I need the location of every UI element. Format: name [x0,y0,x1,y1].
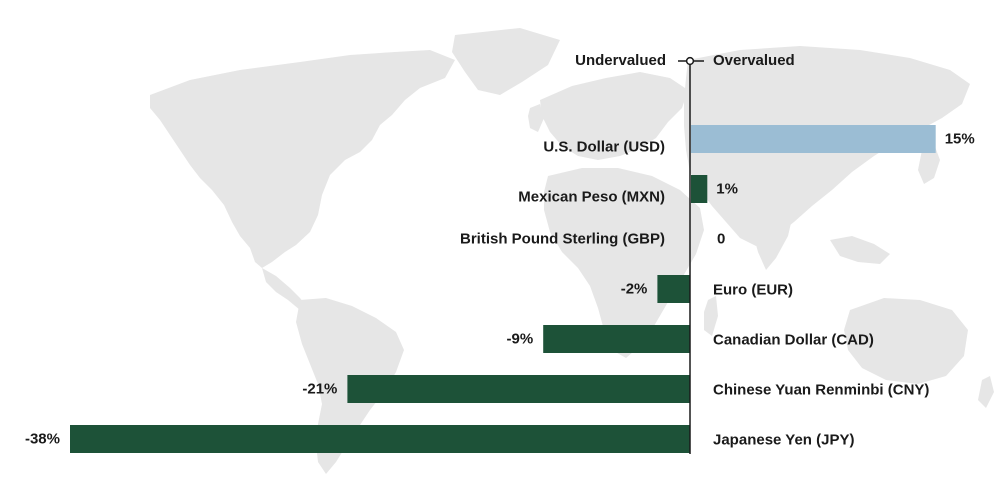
category-label-british-pound-sterling-gbp: British Pound Sterling (GBP) [460,231,665,248]
map-new-zealand [978,376,994,408]
world-map-background [150,28,994,474]
bar-u-s-dollar-usd [691,125,936,153]
bar-euro-eur [657,275,690,303]
map-southeast-asia [830,236,890,264]
category-label-euro-eur: Euro (EUR) [713,282,793,299]
value-label-mexican-peso-mxn: 1% [716,181,738,198]
map-north-america [150,50,455,268]
map-india [750,196,794,270]
value-label-japanese-yen-jpy: -38% [25,431,60,448]
map-uk [528,104,544,132]
value-label-canadian-dollar-cad: -9% [507,331,534,348]
header-marker-dot [685,56,695,66]
header-undervalued: Undervalued [575,52,666,69]
header-overvalued: Overvalued [713,52,795,69]
value-label-chinese-yuan-renminbi-cny: -21% [302,381,337,398]
category-label-mexican-peso-mxn: Mexican Peso (MXN) [518,189,665,206]
map-central-america [262,268,306,310]
value-label-euro-eur: -2% [621,281,648,298]
bar-canadian-dollar-cad [543,325,690,353]
map-madagascar [704,296,718,336]
value-label-u-s-dollar-usd: 15% [945,131,975,148]
bar-mexican-peso-mxn [691,175,708,203]
map-australia [844,298,968,384]
value-label-british-pound-sterling-gbp: 0 [717,231,725,248]
bar-japanese-yen-jpy [70,425,690,453]
value-labels-group: 15% 1% 0 -2% -9% -21% -38% [25,131,975,448]
category-label-chinese-yuan-renminbi-cny: Chinese Yuan Renminbi (CNY) [713,382,929,399]
bar-chinese-yuan-renminbi-cny [347,375,690,403]
map-europe [540,72,688,160]
map-africa [544,168,704,358]
category-label-canadian-dollar-cad: Canadian Dollar (CAD) [713,332,874,349]
category-label-u-s-dollar-usd: U.S. Dollar (USD) [543,139,665,156]
category-label-japanese-yen-jpy: Japanese Yen (JPY) [713,432,854,449]
category-labels-group: U.S. Dollar (USD) Mexican Peso (MXN) Briti… [460,139,929,449]
map-japan [918,144,940,184]
map-greenland [452,28,560,95]
bars-group [70,125,936,453]
